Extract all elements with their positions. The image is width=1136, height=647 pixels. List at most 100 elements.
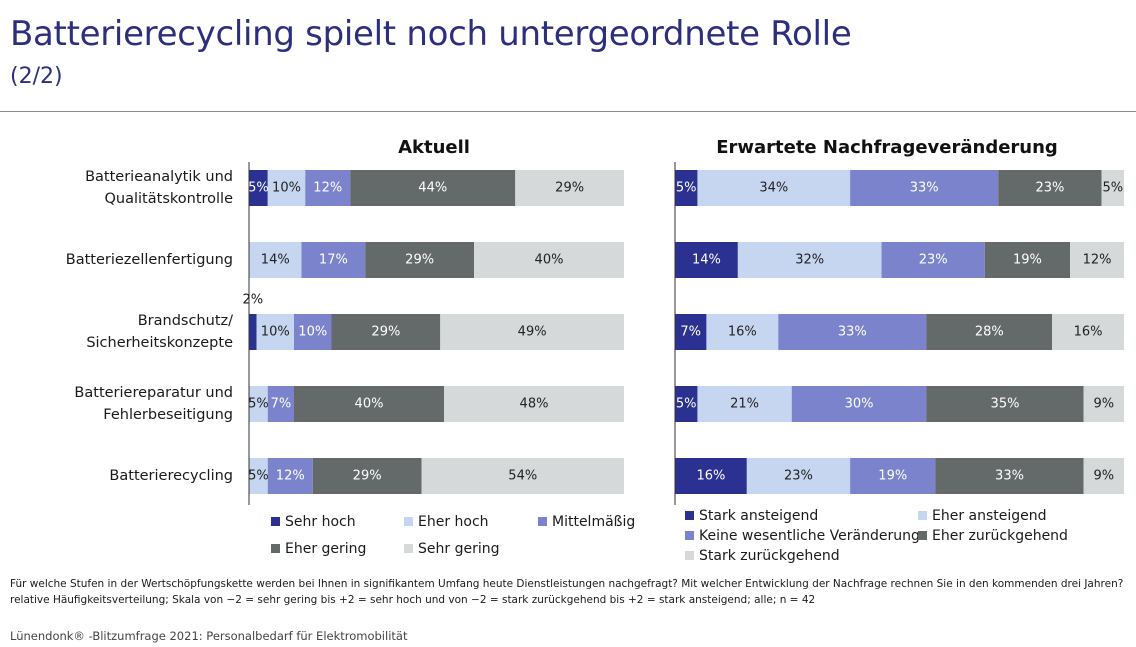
bar-segment-1-3-0 [675, 386, 698, 422]
category-label-2-0: Brandschutz/ [138, 313, 233, 329]
data-label-1-4-4: 9% [1093, 469, 1114, 484]
category-label-4-0: Batterierecycling [109, 468, 233, 484]
bar-segment-0-0-2 [305, 170, 351, 206]
title-divider [0, 111, 1136, 112]
footnote-question: Für welche Stufen in der Wertschöpfungsk… [10, 578, 1124, 590]
data-label-1-2-3: 28% [975, 325, 1004, 340]
bar-segment-1-2-4 [1052, 314, 1124, 350]
bar-segment-1-4-2 [850, 458, 936, 494]
category-label-2-1: Sicherheitskonzepte [86, 335, 233, 351]
data-label-1-3-1: 21% [730, 397, 759, 412]
bar-segment-1-1-3 [984, 242, 1071, 278]
bar-segment-0-4-4 [421, 458, 624, 494]
bar-segment-0-0-1 [267, 170, 306, 206]
bar-segment-0-2-1 [256, 314, 294, 350]
data-label-0-1-4: 40% [535, 253, 564, 268]
legend-swatch-0-3 [271, 544, 280, 553]
data-label-1-4-0: 16% [696, 469, 725, 484]
bar-segment-0-3-4 [444, 386, 624, 422]
bar-segment-1-1-1 [737, 242, 882, 278]
data-label-1-3-2: 30% [845, 397, 874, 412]
chart-title-1: Erwartete Nachfrageveränderung [716, 137, 1058, 158]
bar-segment-0-3-3 [294, 386, 444, 422]
data-label-0-4-2: 12% [276, 469, 305, 484]
data-label-1-0-4: 5% [1102, 181, 1123, 196]
data-label-1-1-1: 32% [795, 253, 824, 268]
bar-segment-1-0-3 [998, 170, 1102, 206]
legend-label-1-0: Stark ansteigend [699, 508, 818, 524]
footnote-scale: relative Häufigkeitsverteilung; Skala vo… [10, 594, 816, 606]
bar-segment-0-1-4 [474, 242, 624, 278]
data-label-0-4-1: 5% [248, 469, 269, 484]
data-label-0-0-0: 5% [248, 181, 269, 196]
bar-segment-0-0-3 [350, 170, 516, 206]
legend-label-1-3: Eher zurückgehend [932, 528, 1068, 544]
bar-segment-1-4-0 [675, 458, 747, 494]
data-label-1-0-1: 34% [759, 181, 788, 196]
bar-segment-1-3-2 [791, 386, 927, 422]
bar-segment-0-0-4 [515, 170, 624, 206]
data-label-0-4-4: 54% [508, 469, 537, 484]
bar-segment-1-2-0 [675, 314, 707, 350]
legend-label-1-2: Keine wesentliche Veränderung [699, 528, 920, 544]
data-label-1-0-0: 5% [676, 181, 697, 196]
legend-swatch-0-0 [271, 517, 280, 526]
data-label-1-1-4: 12% [1083, 253, 1112, 268]
bar-segment-0-0-0 [249, 170, 268, 206]
data-label-1-3-0: 5% [676, 397, 697, 412]
legend-swatch-1-0 [685, 511, 694, 520]
data-label-0-3-2: 7% [271, 397, 292, 412]
data-label-0-2-3: 29% [371, 325, 400, 340]
data-label-1-4-2: 19% [878, 469, 907, 484]
data-label-0-3-1: 5% [248, 397, 269, 412]
data-label-1-0-2: 33% [910, 181, 939, 196]
data-label-0-0-2: 12% [313, 181, 342, 196]
bar-segment-1-1-0 [675, 242, 738, 278]
legend-label-0-1: Eher hoch [418, 514, 489, 530]
legend-label-0-3: Eher gering [285, 541, 366, 557]
page-title: Batterierecycling spielt noch untergeord… [10, 14, 852, 54]
category-label-0-1: Qualitätskontrolle [105, 191, 234, 207]
data-label-0-1-3: 29% [405, 253, 434, 268]
data-label-0-3-4: 48% [520, 397, 549, 412]
legend-swatch-0-2 [538, 517, 547, 526]
data-label-0-2-1: 10% [261, 325, 290, 340]
bar-segment-0-3-1 [249, 386, 268, 422]
legend-swatch-0-4 [404, 544, 413, 553]
data-label-0-1-1: 14% [261, 253, 290, 268]
data-label-0-0-3: 44% [418, 181, 447, 196]
bar-segment-0-4-2 [267, 458, 313, 494]
bar-segment-0-2-0 [249, 314, 257, 350]
legend-swatch-1-1 [918, 511, 927, 520]
bar-segment-0-2-4 [440, 314, 624, 350]
bar-segment-1-0-2 [850, 170, 999, 206]
bar-segment-1-2-1 [706, 314, 779, 350]
data-label-1-3-4: 9% [1093, 397, 1114, 412]
bar-segment-1-2-2 [778, 314, 927, 350]
legend-label-0-4: Sehr gering [418, 541, 499, 557]
category-label-3-1: Fehlerbeseitigung [103, 407, 233, 423]
bar-segment-1-0-0 [675, 170, 698, 206]
legend-swatch-1-3 [918, 531, 927, 540]
legend-swatch-1-2 [685, 531, 694, 540]
data-label-1-1-2: 23% [919, 253, 948, 268]
data-label-1-2-1: 16% [728, 325, 757, 340]
data-label-1-1-0: 14% [692, 253, 721, 268]
bar-segment-1-0-1 [697, 170, 851, 206]
data-label-0-4-3: 29% [353, 469, 382, 484]
bar-segment-1-4-1 [746, 458, 851, 494]
bar-segment-1-3-4 [1083, 386, 1124, 422]
bar-segment-0-2-2 [294, 314, 332, 350]
data-label-1-2-0: 7% [680, 325, 701, 340]
legend-swatch-0-1 [404, 517, 413, 526]
legend-label-1-1: Eher ansteigend [932, 508, 1047, 524]
category-label-3-0: Batteriereparatur und [74, 385, 233, 401]
bar-segment-1-3-3 [926, 386, 1084, 422]
bar-segment-0-1-1 [249, 242, 302, 278]
source-note: Lünendonk® -Blitzumfrage 2021: Personalb… [10, 629, 408, 643]
bar-segment-1-2-3 [926, 314, 1053, 350]
legend-label-0-2: Mittelmäßig [552, 514, 635, 530]
bar-segment-0-1-2 [301, 242, 366, 278]
bar-segment-0-1-3 [365, 242, 474, 278]
